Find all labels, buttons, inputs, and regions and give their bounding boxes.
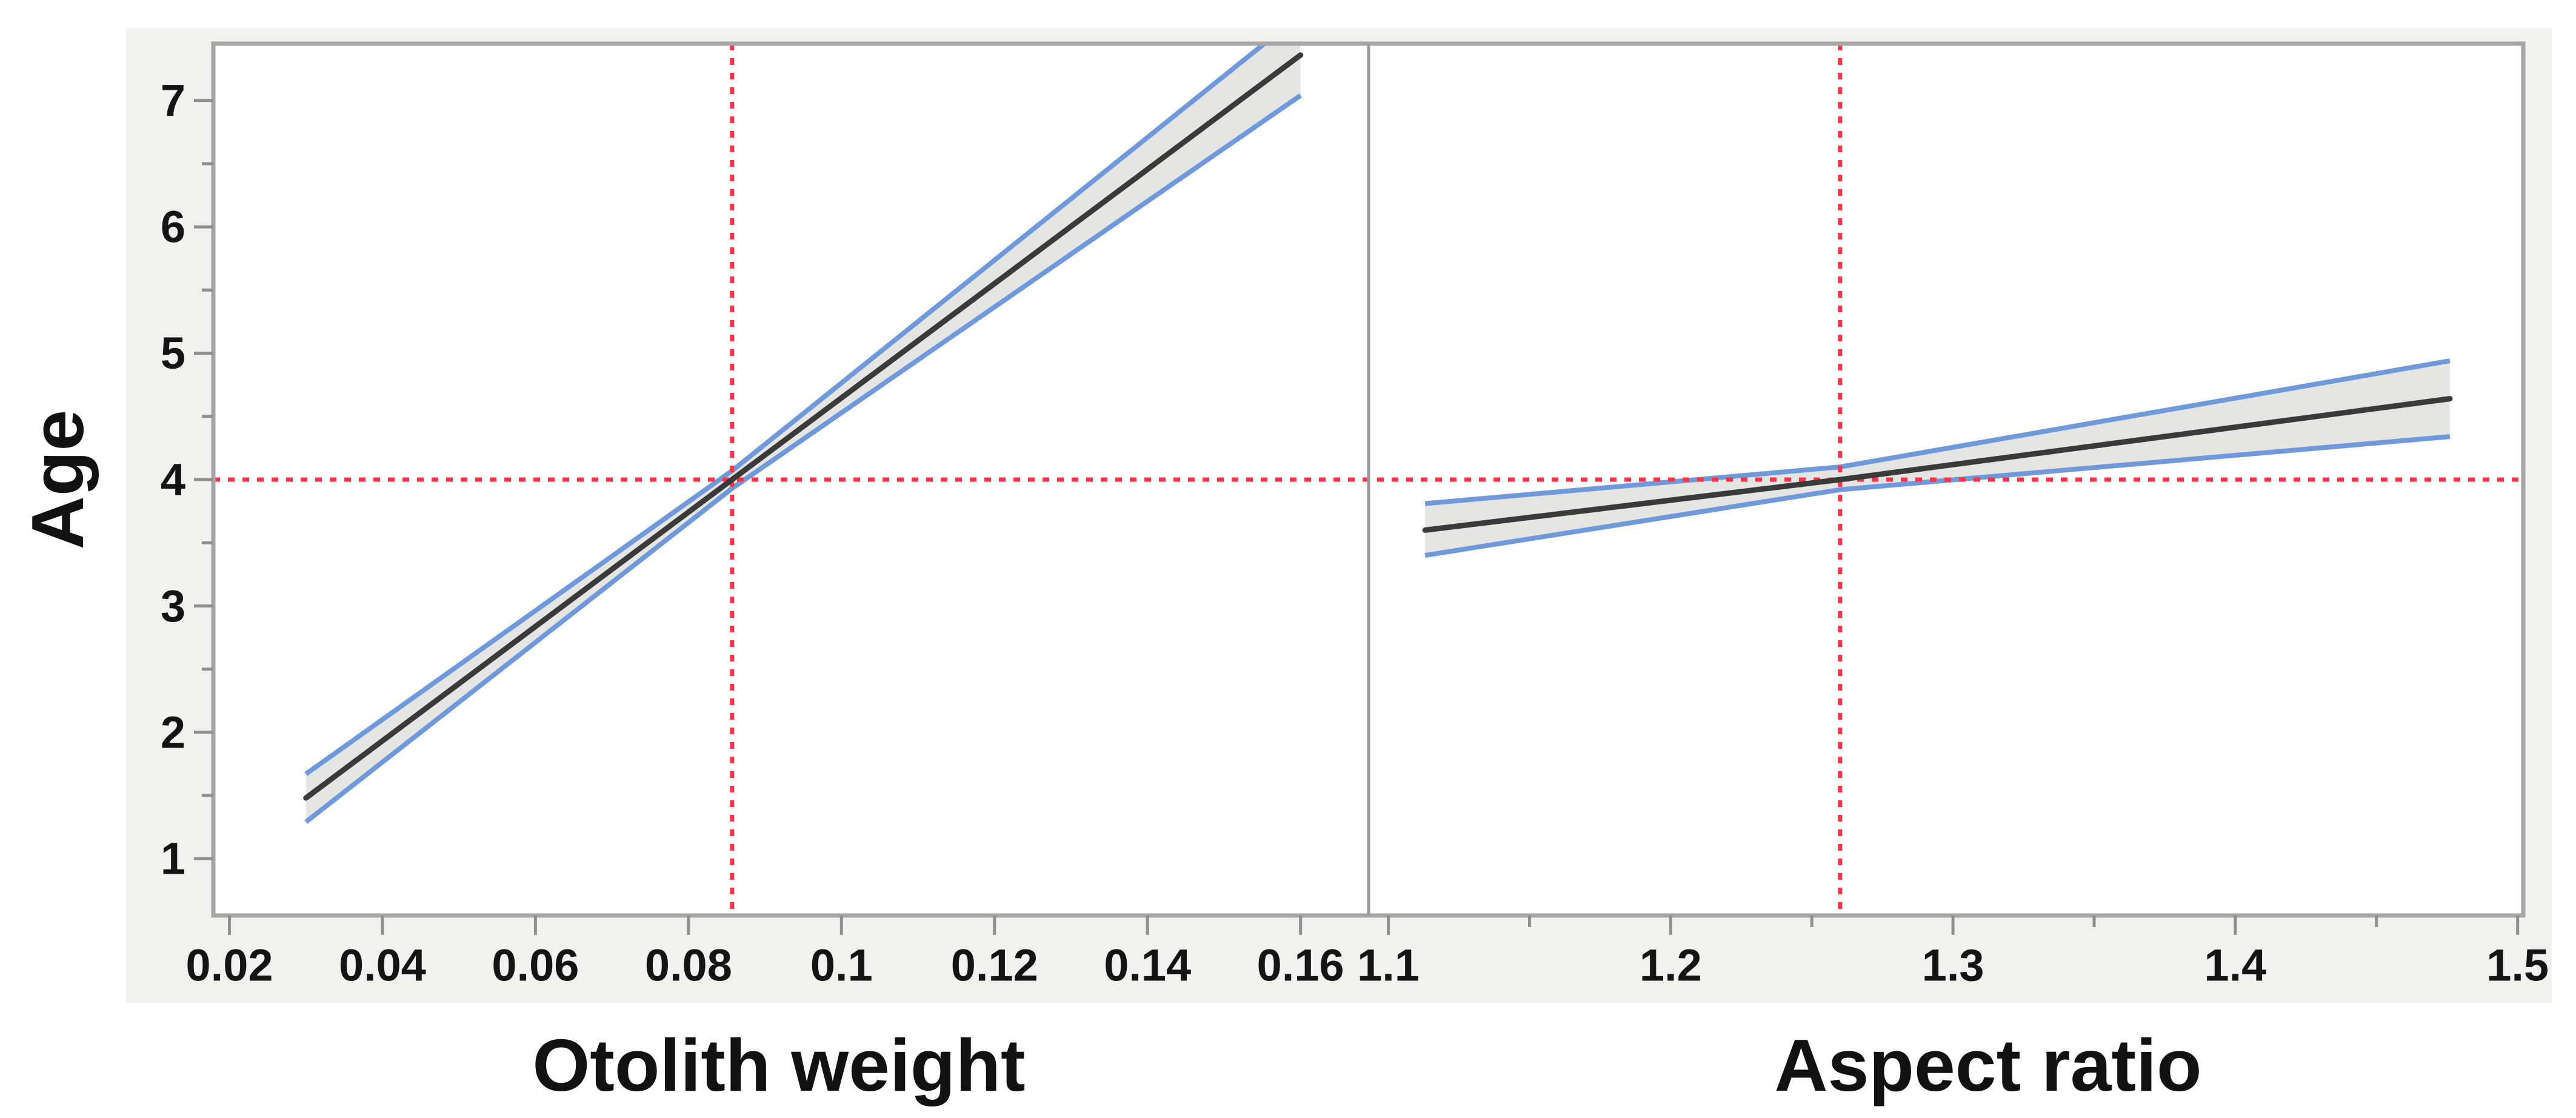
y-tick-label: 6 <box>161 202 185 252</box>
fit-line-0 <box>303 52 1304 801</box>
y-axis-title: Age <box>16 409 99 550</box>
y-tick-label: 1 <box>161 834 185 884</box>
x-tick-label-0: 0.1 <box>810 940 873 991</box>
x-axis-title-aspect-ratio: Aspect ratio <box>1774 1024 2202 1106</box>
y-tick-label: 7 <box>161 75 185 126</box>
x-tick-label-1: 1.3 <box>1922 940 1984 991</box>
x-tick-label-0: 0.06 <box>492 940 579 991</box>
x-tick-label-0: 0.16 <box>1257 940 1344 991</box>
x-axis-title-otolith-weight: Otolith weight <box>532 1024 1026 1106</box>
y-tick-label: 4 <box>161 455 185 505</box>
x-tick-label-0: 0.12 <box>951 940 1038 991</box>
confidence-band-lower-edge-1 <box>1424 434 2451 558</box>
fit-line-group-0 <box>303 52 1304 801</box>
x-tick-label-1: 1.2 <box>1640 940 1702 991</box>
confidence-band-lower-edge-0 <box>304 93 1302 824</box>
confidence-band-1 <box>1425 361 2450 556</box>
x-tick-label-0: 0.14 <box>1104 940 1191 991</box>
x-tick-label-0: 0.02 <box>185 940 273 991</box>
panel-background-0 <box>213 44 1369 915</box>
x-tick-label-1: 1.5 <box>2486 940 2549 991</box>
y-tick-label: 3 <box>161 581 185 631</box>
x-tick-label-0: 0.08 <box>645 940 732 991</box>
x-tick-label-1: 1.1 <box>1357 940 1420 991</box>
y-tick-label: 5 <box>161 328 185 378</box>
x-tick-label-1: 1.4 <box>2204 940 2266 991</box>
fit-line-group-1 <box>1422 396 2453 533</box>
fit-line-1 <box>1422 396 2453 533</box>
y-tick-label: 2 <box>161 707 185 757</box>
x-tick-label-0: 0.04 <box>339 940 426 991</box>
